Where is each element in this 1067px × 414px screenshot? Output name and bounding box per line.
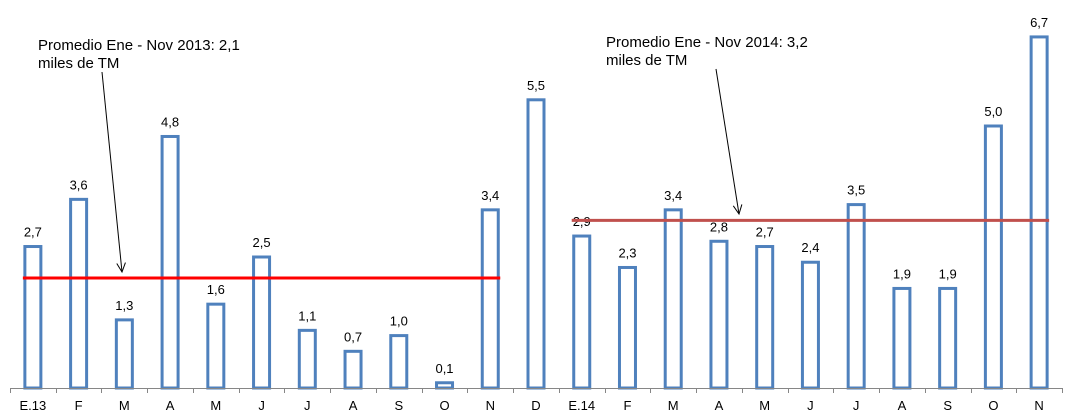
x-tick-label: J — [853, 398, 860, 413]
data-label: 1,9 — [893, 266, 911, 281]
x-tick-label: M — [668, 398, 679, 413]
bar — [846, 203, 866, 390]
data-label: 2,7 — [24, 225, 42, 240]
bar — [389, 334, 409, 390]
data-label: 2,5 — [253, 235, 271, 250]
bar — [206, 302, 226, 390]
bar — [297, 328, 317, 390]
bar — [23, 245, 43, 390]
bar — [892, 286, 912, 390]
data-label: 3,5 — [847, 183, 865, 198]
bar — [572, 234, 592, 390]
bar — [435, 381, 455, 390]
bar — [160, 134, 180, 390]
data-label: 2,4 — [801, 240, 819, 255]
bar — [617, 265, 637, 390]
bar — [480, 208, 500, 390]
x-tick-label: O — [988, 398, 998, 413]
data-label: 2,7 — [756, 225, 774, 240]
data-label: 4,8 — [161, 114, 179, 129]
annotation-1-arrow — [101, 71, 123, 273]
bar — [709, 239, 729, 390]
annotation-2-line-2: miles de TM — [606, 52, 687, 69]
data-label: 3,4 — [664, 188, 682, 203]
data-label: 1,6 — [207, 282, 225, 297]
data-label: 3,4 — [481, 188, 499, 203]
bars-group: 2,7 E.13 3,6 F 1,3 M 4,8 A 1,6 M 2,5 J 1,1 J 0,7 A 1,0 S 0… — [19, 15, 1049, 413]
bar — [663, 208, 683, 390]
annotation-2-arrowhead — [732, 204, 743, 216]
data-label: 1,1 — [298, 308, 316, 323]
x-tick-label: A — [166, 398, 175, 413]
bar — [755, 245, 775, 390]
bar — [343, 349, 363, 390]
bar — [938, 286, 958, 390]
bar — [69, 197, 89, 390]
x-tick-label: J — [258, 398, 265, 413]
x-tick-label: F — [624, 398, 632, 413]
x-tick-label: N — [1034, 398, 1043, 413]
data-label: 1,3 — [115, 298, 133, 313]
data-label: 2,3 — [618, 245, 636, 260]
x-tick-label: A — [349, 398, 358, 413]
bar — [800, 260, 820, 390]
bar — [983, 124, 1003, 390]
x-tick-label: A — [715, 398, 724, 413]
data-label: 1,0 — [390, 314, 408, 329]
data-label: 3,6 — [70, 177, 88, 192]
x-tick-label: S — [394, 398, 403, 413]
x-tick-label: O — [439, 398, 449, 413]
x-tick-label: S — [943, 398, 952, 413]
data-label: 0,7 — [344, 329, 362, 344]
x-tick-label: D — [531, 398, 540, 413]
x-tick-label: J — [304, 398, 311, 413]
reference-lines-group — [22, 218, 1050, 280]
bar — [1029, 35, 1049, 390]
data-label: 6,7 — [1030, 15, 1048, 30]
bar — [114, 318, 134, 390]
x-tick-label: M — [759, 398, 770, 413]
x-tick-label: M — [210, 398, 221, 413]
data-label: 0,1 — [435, 361, 453, 376]
x-tick-label: A — [898, 398, 907, 413]
data-label: 2,8 — [710, 219, 728, 234]
annotation-1-arrowhead — [116, 262, 126, 274]
x-tick-label: E.14 — [568, 398, 595, 413]
x-tick-label: N — [486, 398, 495, 413]
x-tick-label: J — [807, 398, 814, 413]
data-label: 5,5 — [527, 78, 545, 93]
data-label: 1,9 — [939, 266, 957, 281]
bar — [526, 98, 546, 390]
x-tick-label: E.13 — [19, 398, 46, 413]
data-label: 5,0 — [984, 104, 1002, 119]
annotation-1-line-1: Promedio Ene - Nov 2013: 2,1 — [38, 37, 240, 54]
x-tick-label: M — [119, 398, 130, 413]
annotation-2-arrow — [715, 68, 740, 215]
annotation-2-line-1: Promedio Ene - Nov 2014: 3,2 — [606, 34, 808, 51]
x-tick-label: F — [75, 398, 83, 413]
annotation-1-line-2: miles de TM — [38, 55, 119, 72]
